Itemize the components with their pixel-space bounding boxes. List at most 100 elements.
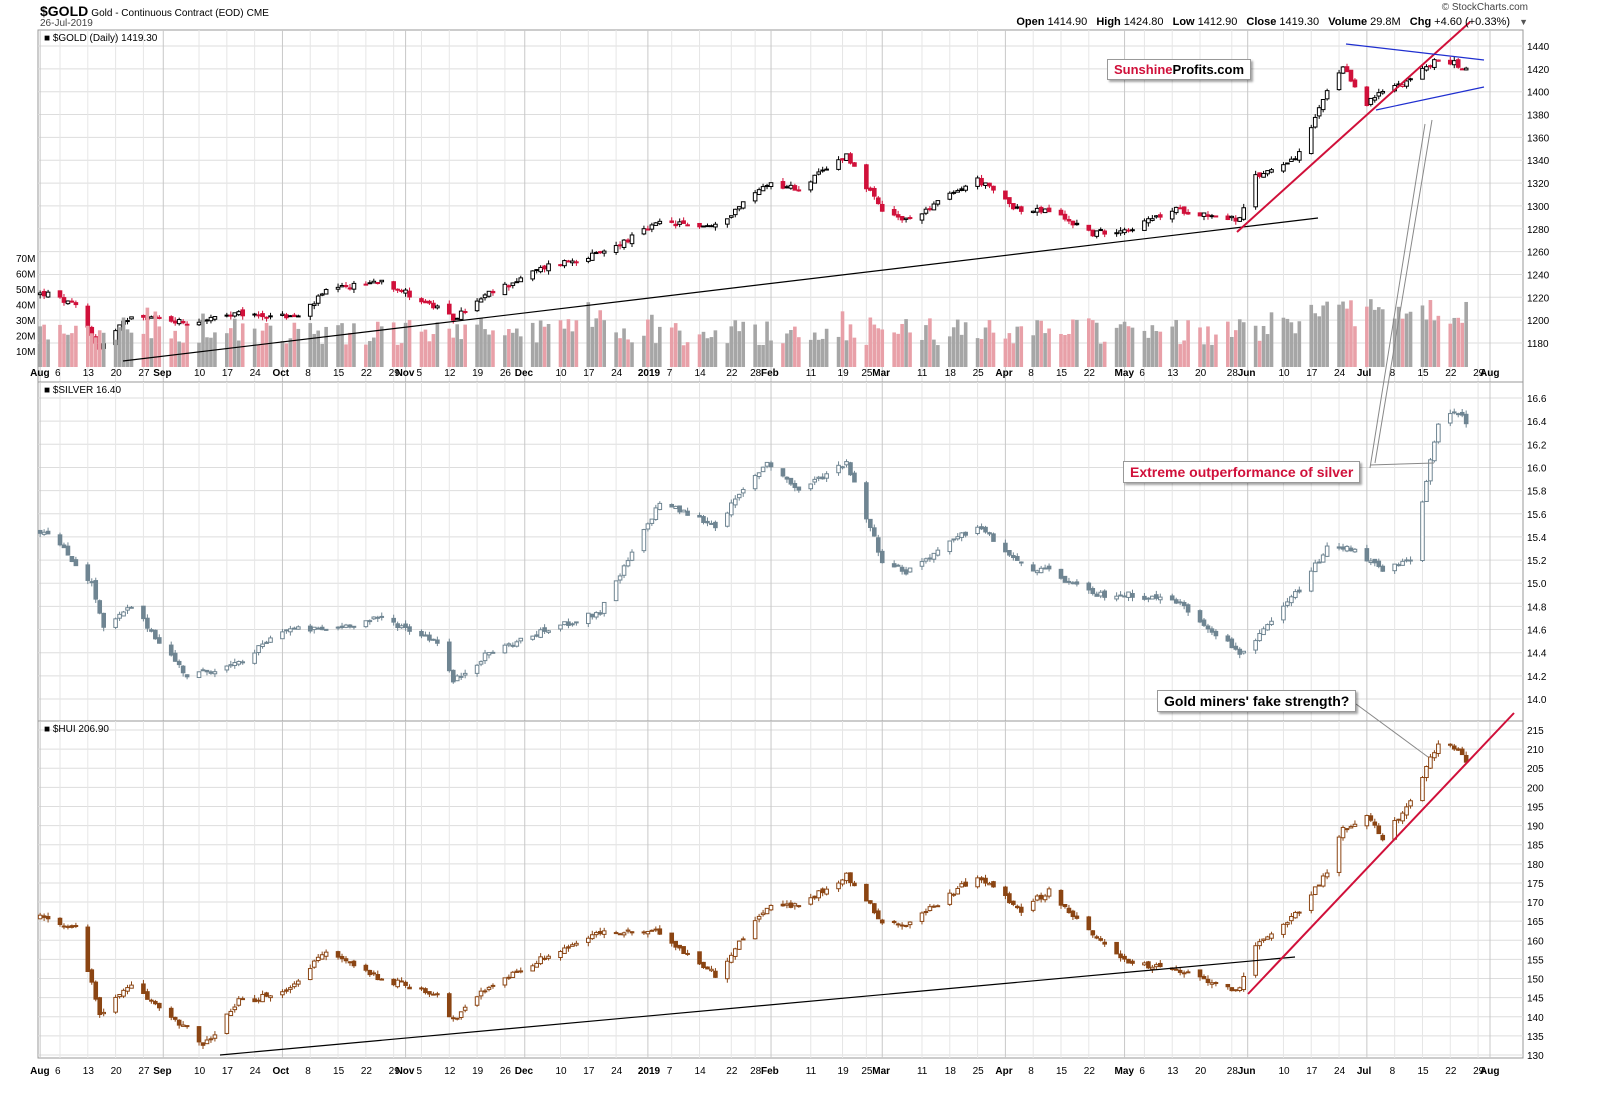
candle-body <box>117 993 122 998</box>
volume-bar <box>1253 325 1258 367</box>
candle-body <box>812 478 818 483</box>
candle-body <box>641 228 647 235</box>
candle-body <box>1030 900 1036 911</box>
candle-body <box>1225 215 1231 221</box>
candle-body <box>1233 217 1239 222</box>
candle-body <box>268 995 273 999</box>
candle-body <box>168 644 174 656</box>
candle-body <box>1154 964 1159 968</box>
candle-body <box>589 934 595 940</box>
volume-bar <box>173 330 177 367</box>
volume-bar <box>205 337 209 367</box>
candle-body <box>574 261 579 264</box>
candle-body <box>196 671 202 678</box>
candle-body <box>482 990 488 993</box>
candle-body <box>935 200 941 205</box>
candle-body <box>1066 219 1072 222</box>
candle-body <box>653 507 659 520</box>
candle-body <box>45 291 51 298</box>
volume-bar <box>1293 333 1298 367</box>
candle-body <box>407 290 412 298</box>
candle-body <box>125 320 130 323</box>
volume-bar <box>74 325 78 367</box>
panel-legend: ■ $HUI 206.90 <box>44 724 109 735</box>
candle-body <box>1185 211 1191 215</box>
volume-bar <box>62 333 66 367</box>
volume-bar <box>479 318 483 367</box>
candle-body <box>558 950 563 959</box>
candle-body <box>657 220 663 225</box>
candle-body <box>1372 97 1378 101</box>
candle-body <box>589 613 595 618</box>
candle-body <box>685 224 690 227</box>
candle-body <box>852 882 857 887</box>
candle-body <box>57 534 63 546</box>
candle-body <box>844 461 849 466</box>
x-tick-label: 20 <box>111 368 123 379</box>
candle-body <box>824 888 829 895</box>
candle-body <box>1034 895 1040 901</box>
candle-body <box>1015 206 1020 209</box>
candle-body <box>1003 190 1008 200</box>
volume-bar <box>1094 322 1099 367</box>
volume-bar <box>979 338 984 367</box>
candle-body <box>172 652 178 662</box>
candle-body <box>1197 212 1203 217</box>
candle-body <box>891 563 897 568</box>
panel-frame <box>37 720 1524 1059</box>
candles-2 <box>37 740 1469 1050</box>
candle-body <box>65 925 71 928</box>
y-tick-label: 210 <box>1527 745 1544 756</box>
volume-bar <box>932 339 936 367</box>
candle-body <box>601 601 607 614</box>
y-tick-label: 175 <box>1527 879 1544 890</box>
candle-body <box>375 282 381 285</box>
candle-body <box>1233 645 1239 650</box>
candle-body <box>601 930 607 935</box>
candle-body <box>975 526 980 534</box>
candle-body <box>725 218 730 225</box>
silver-callout-leader-c <box>1369 462 1435 466</box>
candle-body <box>85 564 91 581</box>
candle-body <box>903 217 909 220</box>
candle-body <box>240 661 246 664</box>
candle-body <box>1257 172 1262 177</box>
x-tick-label: 28 <box>750 368 762 379</box>
candle-body <box>1408 559 1413 562</box>
candle-body <box>196 321 202 326</box>
candle-body <box>490 290 496 294</box>
chevron-down-icon[interactable]: ▼ <box>1519 17 1528 27</box>
volume-bar <box>534 342 539 367</box>
candle-body <box>343 958 349 962</box>
y-tick-label: 135 <box>1527 1032 1544 1043</box>
volume-bar <box>530 322 535 367</box>
candle-body <box>963 531 968 536</box>
candle-body <box>756 915 762 920</box>
quote-bar: Open 1414.90 High 1424.80 Low 1412.90 Close… <box>1016 16 1528 28</box>
x-tick-label: 11 <box>806 1066 817 1077</box>
volume-bar <box>169 338 174 367</box>
candle-body <box>347 961 353 964</box>
candle-body <box>61 544 67 549</box>
candle-body <box>1436 743 1441 754</box>
volume-bar <box>483 329 487 367</box>
candle-body <box>395 623 400 628</box>
candle-body <box>367 969 373 976</box>
candle-body <box>1289 596 1294 604</box>
candle-body <box>395 979 400 988</box>
volume-bar <box>729 326 734 367</box>
candle-body <box>1122 595 1127 598</box>
x-tick-label: 11 <box>917 1066 928 1077</box>
x-tick-label: Aug <box>30 1066 49 1077</box>
candle-body <box>669 932 675 944</box>
candle-body <box>1122 955 1127 960</box>
x-tick-label: 17 <box>222 1066 234 1077</box>
volume-bar <box>1376 307 1381 367</box>
volume-bar <box>848 324 853 367</box>
y-tick-label: 200 <box>1527 783 1544 794</box>
candle-body <box>1018 206 1024 212</box>
volume-bar <box>185 325 189 367</box>
y-tick-label: 195 <box>1527 802 1544 813</box>
y-tick-label: 16.2 <box>1527 440 1547 451</box>
